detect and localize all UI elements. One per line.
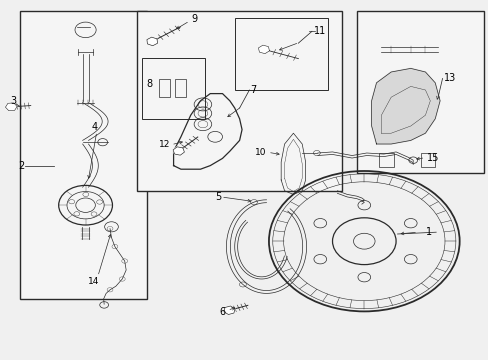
Bar bbox=[234, 18, 327, 90]
Text: 4: 4 bbox=[92, 122, 98, 132]
Text: 8: 8 bbox=[146, 78, 152, 89]
Text: 13: 13 bbox=[443, 73, 455, 84]
Text: 12: 12 bbox=[159, 140, 170, 149]
Bar bbox=[175, 79, 185, 97]
Bar bbox=[378, 153, 393, 167]
Bar bbox=[420, 153, 434, 167]
Polygon shape bbox=[146, 37, 157, 46]
Bar bbox=[356, 11, 483, 173]
Bar bbox=[142, 58, 205, 119]
Text: 2: 2 bbox=[19, 161, 25, 171]
Polygon shape bbox=[224, 306, 234, 315]
Bar bbox=[137, 11, 342, 191]
Polygon shape bbox=[173, 147, 184, 155]
Text: 10: 10 bbox=[254, 148, 266, 157]
Bar bbox=[20, 11, 146, 299]
Text: 15: 15 bbox=[426, 153, 438, 163]
Text: 11: 11 bbox=[313, 26, 325, 36]
Text: 14: 14 bbox=[88, 277, 100, 286]
Text: 7: 7 bbox=[250, 85, 256, 95]
Polygon shape bbox=[371, 68, 439, 144]
Text: 5: 5 bbox=[215, 192, 221, 202]
Polygon shape bbox=[258, 45, 269, 54]
Text: 6: 6 bbox=[219, 307, 225, 317]
Polygon shape bbox=[5, 103, 17, 111]
Text: 3: 3 bbox=[11, 96, 17, 106]
Bar bbox=[159, 79, 169, 97]
Text: 9: 9 bbox=[191, 14, 198, 24]
Text: 1: 1 bbox=[426, 227, 432, 237]
